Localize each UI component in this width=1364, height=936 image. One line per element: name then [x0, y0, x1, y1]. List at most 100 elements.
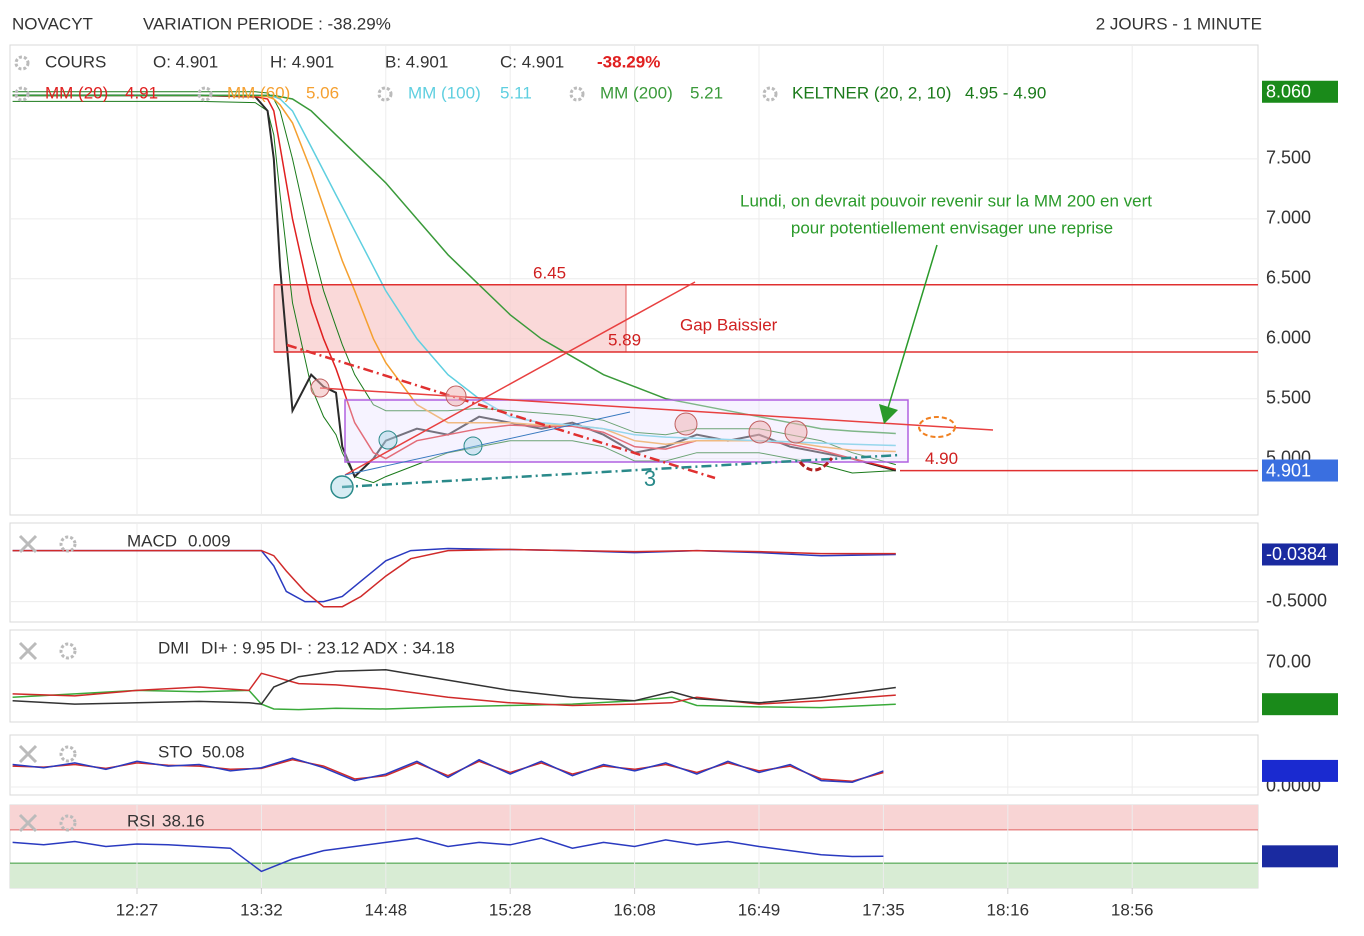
- drawings: [286, 244, 994, 499]
- gear-icon[interactable]: [14, 86, 30, 102]
- marker-circle: [463, 436, 483, 456]
- legend-name: MM (100): [408, 83, 481, 102]
- x-tick-label: 16:08: [613, 900, 656, 919]
- marker-circle: [310, 378, 330, 398]
- gap-zone: [273, 284, 627, 353]
- gear-icon[interactable]: [14, 55, 30, 71]
- panel-frame: [9, 44, 1259, 516]
- gear-icon[interactable]: [197, 86, 213, 102]
- series-line: [12, 672, 896, 707]
- legend-name: MM (200): [600, 83, 673, 102]
- marker-arc: [798, 457, 834, 472]
- ohlc-high: H: 4.901: [270, 52, 334, 71]
- gear-icon[interactable]: [59, 745, 77, 763]
- ohlc-low: B: 4.901: [385, 52, 448, 71]
- close-icon[interactable]: [18, 813, 38, 833]
- target-ellipse: [918, 416, 956, 438]
- x-tick-label: 14:48: [365, 900, 408, 919]
- period: 2 JOURS - 1 MINUTE: [1096, 14, 1262, 33]
- annotation: Gap Baissier: [680, 315, 778, 334]
- panel-title: STO: [158, 742, 193, 761]
- panel-title: RSI: [127, 811, 155, 830]
- range-box: [344, 399, 909, 463]
- arrow: [887, 244, 938, 409]
- legend-value: 5.11: [500, 83, 532, 102]
- y-tick-label: 5.500: [1266, 387, 1311, 407]
- gear-icon[interactable]: [377, 86, 393, 102]
- variation: VARIATION PERIODE : -38.29%: [143, 14, 391, 33]
- series-line: [12, 837, 884, 873]
- marker-circle: [378, 430, 398, 450]
- marker-circle: [445, 385, 467, 407]
- close-icon[interactable]: [18, 641, 38, 661]
- annotation: Lundi, on devrait pouvoir revenir sur la…: [740, 191, 1152, 210]
- marker-circle: [748, 420, 772, 444]
- panel-frame: [9, 522, 1259, 623]
- level-label: 4.90: [925, 449, 958, 468]
- price-badge: [1262, 459, 1338, 482]
- marker-circle: [674, 412, 698, 436]
- x-tick-label: 18:16: [987, 900, 1030, 919]
- oversold-zone: [10, 863, 1258, 888]
- gear-icon[interactable]: [59, 642, 77, 660]
- marker-circle: [330, 475, 354, 499]
- level-label: 5.89: [608, 330, 641, 349]
- series-line: [12, 94, 896, 435]
- y-tick-label: 6.000: [1266, 328, 1311, 348]
- x-tick-label: 12:27: [116, 900, 159, 919]
- gear-icon[interactable]: [59, 814, 77, 832]
- series-line: [12, 669, 896, 705]
- price-badge-label: -0.0384: [1266, 544, 1327, 564]
- panel-frame: [9, 734, 1259, 796]
- panel-title: MACD: [127, 531, 177, 550]
- trendline: [344, 411, 631, 476]
- x-tick-label: 15:28: [489, 900, 532, 919]
- legend-name: KELTNER (20, 2, 10): [792, 83, 951, 102]
- annotation: 3: [644, 466, 656, 491]
- x-tick-label: 13:32: [240, 900, 283, 919]
- price-badge-label: 4.901: [1266, 460, 1311, 480]
- x-tick-label: 16:49: [738, 900, 781, 919]
- panel-reading: 50.08: [202, 742, 245, 761]
- price-badge: [1262, 543, 1338, 566]
- price-badge: [1262, 845, 1338, 868]
- level-label: 6.45: [533, 263, 566, 282]
- series-line: [12, 94, 896, 453]
- legend-value: 5.21: [690, 83, 723, 102]
- price-badge-label: 8.060: [1266, 82, 1311, 102]
- close-icon[interactable]: [18, 534, 38, 554]
- series-line: [12, 689, 896, 711]
- arrow-head: [879, 404, 898, 424]
- y-tick-label: 7.000: [1266, 208, 1311, 228]
- gear-icon[interactable]: [569, 86, 585, 102]
- change: -38.29%: [597, 52, 660, 71]
- keltner-upper: [12, 91, 896, 466]
- legend-name: MM (60): [227, 83, 290, 102]
- panel-reading: 38.16: [162, 811, 205, 830]
- panel-frame: [9, 629, 1259, 723]
- series-line: [12, 757, 884, 783]
- x-tick-label: 17:35: [862, 900, 905, 919]
- plot-layer: 5.0005.5006.0006.5007.0007.5006.455.894.…: [9, 44, 1338, 919]
- panel-reading: 0.009: [188, 531, 231, 550]
- panel-reading: DI+ : 9.95 DI- : 23.12 ADX : 34.18: [201, 638, 455, 657]
- overbought-zone: [10, 805, 1258, 830]
- legend-value: 4.91: [125, 83, 158, 102]
- ohlc-close: C: 4.901: [500, 52, 564, 71]
- y-tick-label: 6.500: [1266, 268, 1311, 288]
- trendline: [344, 281, 696, 476]
- x-tick-label: 18:56: [1111, 900, 1154, 919]
- price-badge: [1262, 693, 1338, 716]
- y-tick-label: -0.5000: [1266, 590, 1327, 610]
- ohlc-open: O: 4.901: [153, 52, 218, 71]
- gear-icon[interactable]: [59, 535, 77, 553]
- trendline: [286, 343, 716, 480]
- legend-cours: COURS: [45, 52, 106, 71]
- legend-name: MM (20): [45, 83, 108, 102]
- close-icon[interactable]: [18, 744, 38, 764]
- price-badge: [1262, 759, 1338, 782]
- gear-icon[interactable]: [762, 86, 778, 102]
- legend-value: 5.06: [306, 83, 339, 102]
- y-tick-label: 7.500: [1266, 148, 1311, 168]
